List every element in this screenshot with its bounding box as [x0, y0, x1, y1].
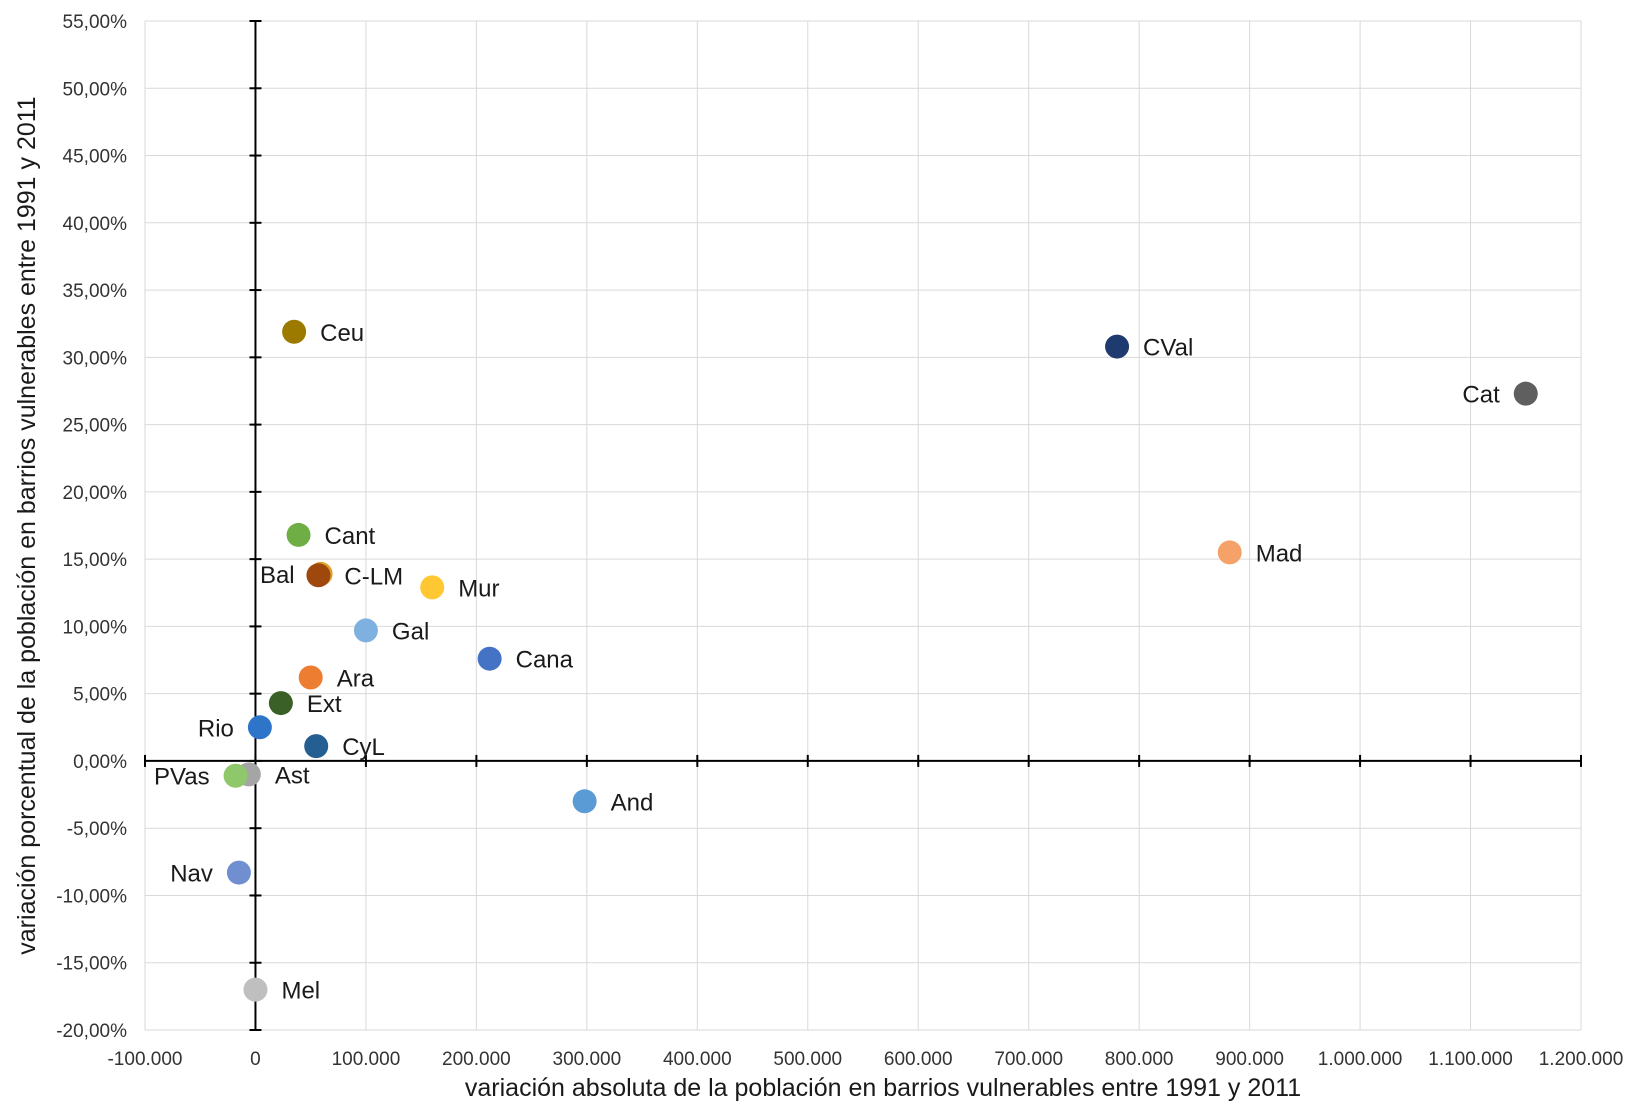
data-point-and: [572, 789, 597, 814]
y-axis-title: variación porcentual de la población en …: [13, 96, 41, 954]
point-label-bal: Bal: [260, 562, 295, 589]
data-point-rio: [247, 715, 272, 740]
point-label-cant: Cant: [325, 523, 376, 550]
x-tick-label: 700.000: [994, 1049, 1063, 1070]
x-tick-label: 400.000: [663, 1049, 732, 1070]
x-tick-label: 100.000: [332, 1049, 401, 1070]
x-tick-label: 1.100.000: [1428, 1049, 1513, 1070]
y-tick-label: 35,00%: [63, 281, 128, 302]
y-tick-label: 10,00%: [63, 617, 128, 638]
grid-lines: [144, 20, 1582, 1031]
x-tick-label: 200.000: [442, 1049, 511, 1070]
y-tick-label: 5,00%: [73, 685, 127, 706]
point-label-ast: Ast: [275, 762, 310, 789]
x-axis-title: variación absoluta de la población en ba…: [465, 1074, 1301, 1102]
point-label-ara: Ara: [337, 666, 375, 693]
data-point-ara: [298, 665, 323, 690]
x-tick-label: 600.000: [884, 1049, 953, 1070]
x-tick-label: 0: [250, 1049, 261, 1070]
point-label-mel: Mel: [281, 978, 320, 1005]
y-tick-label: 30,00%: [63, 348, 128, 369]
point-label-rio: Rio: [198, 715, 234, 742]
data-point-mel: [243, 977, 268, 1002]
y-tick-label: 0,00%: [73, 752, 127, 773]
x-tick-label: 1.000.000: [1318, 1049, 1403, 1070]
point-label-c-lm: C-LM: [344, 563, 403, 590]
point-label-and: And: [611, 789, 654, 816]
data-point-pvas: [223, 763, 248, 788]
data-point-ext: [268, 691, 293, 716]
x-tick-label: -100.000: [107, 1049, 182, 1070]
data-points: [223, 319, 1538, 1002]
x-tick-label: 800.000: [1105, 1049, 1174, 1070]
y-tick-label: -5,00%: [67, 819, 127, 840]
data-point-gal: [353, 618, 378, 643]
point-label-mad: Mad: [1256, 540, 1303, 567]
data-point-ceu: [282, 319, 307, 344]
data-point-mad: [1217, 540, 1242, 565]
y-tick-label: -20,00%: [56, 1021, 127, 1042]
data-point-nav: [226, 860, 251, 885]
y-tick-label: -15,00%: [56, 954, 127, 975]
data-point-cval: [1105, 334, 1130, 359]
point-labels: Ceu CVal Cat Cant Mad Bal C-LM Mur Gal Cana AraExt…: [154, 320, 1500, 1005]
y-tick-label: 20,00%: [63, 483, 128, 504]
point-label-nav: Nav: [170, 861, 213, 888]
point-label-cana: Cana: [516, 647, 574, 674]
y-tick-label: 50,00%: [63, 79, 128, 100]
point-label-pvas: PVas: [154, 764, 210, 791]
data-point-cant: [286, 522, 311, 547]
data-point-c-lm: [306, 563, 331, 588]
y-tick-label: 45,00%: [63, 147, 128, 168]
point-label-ext: Ext: [307, 691, 342, 718]
data-point-cyl: [304, 734, 329, 759]
point-label-gal: Gal: [392, 618, 429, 645]
point-label-ceu: Ceu: [320, 320, 364, 347]
y-tick-label: 25,00%: [63, 416, 128, 437]
y-tick-labels: -20,00% -15,00% -10,00% -5,00% 0,00% 5,00% 10,…: [56, 12, 127, 1042]
data-point-cana: [477, 646, 502, 671]
point-label-mur: Mur: [458, 575, 499, 602]
x-tick-label: 300.000: [553, 1049, 622, 1070]
y-tick-label: 55,00%: [63, 12, 128, 33]
axes: [144, 20, 1582, 1031]
y-tick-label: 40,00%: [63, 214, 128, 235]
data-point-cat: [1513, 381, 1538, 406]
point-label-cat: Cat: [1462, 382, 1500, 409]
x-tick-label: 900.000: [1215, 1049, 1284, 1070]
point-label-cval: CVal: [1143, 335, 1193, 362]
data-point-mur: [420, 575, 445, 600]
y-tick-label: 15,00%: [63, 550, 128, 571]
x-tick-labels: -100.000 0 100.000 200.000 300.000 400.000 500…: [107, 1049, 1623, 1070]
point-label-cyl: CyL: [342, 734, 385, 761]
x-tick-label: 500.000: [773, 1049, 842, 1070]
x-tick-label: 1.200.000: [1539, 1049, 1624, 1070]
y-tick-label: -10,00%: [56, 886, 127, 907]
